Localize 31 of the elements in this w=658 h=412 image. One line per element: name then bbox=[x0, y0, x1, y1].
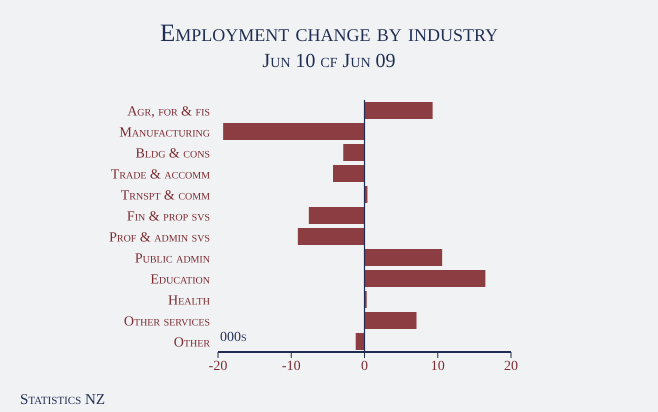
x-tick-label: -10 bbox=[282, 358, 301, 374]
x-tick-label: 0 bbox=[361, 358, 368, 374]
y-tick-label: Prof & admin svs bbox=[109, 230, 210, 246]
chart-title: Employment change by industry bbox=[158, 20, 500, 48]
bar bbox=[343, 144, 364, 161]
bar bbox=[356, 333, 364, 350]
y-tick-label: Other bbox=[174, 335, 210, 350]
bar bbox=[308, 207, 364, 224]
y-tick-label: Health bbox=[168, 293, 210, 308]
bar bbox=[364, 249, 442, 266]
bar bbox=[364, 312, 417, 329]
bar bbox=[333, 165, 364, 182]
y-tick-label: Public admin bbox=[134, 251, 210, 266]
y-tick-label: Other services bbox=[124, 314, 210, 330]
bar bbox=[364, 270, 486, 287]
y-tick-label: Manufacturing bbox=[119, 125, 210, 140]
y-tick-label: Trnspt & comm bbox=[120, 188, 210, 204]
chart-subtitle: Jun 10 cf Jun 09 bbox=[261, 50, 397, 73]
y-tick-label: Agr, for & fis bbox=[127, 104, 210, 120]
y-tick-label: Trade & accomm bbox=[110, 167, 210, 182]
annotation: 000s bbox=[220, 330, 247, 346]
y-tick-label: Education bbox=[150, 272, 210, 288]
bar bbox=[298, 228, 364, 245]
y-tick-label: Bldg & cons bbox=[136, 146, 210, 162]
x-tick-label: -20 bbox=[208, 358, 228, 374]
text: Statistics NZ bbox=[20, 392, 105, 409]
bar bbox=[223, 123, 364, 140]
x-tick-label: 10 bbox=[430, 358, 445, 374]
bar bbox=[364, 102, 433, 119]
x-tick-label: 20 bbox=[504, 358, 518, 374]
y-tick-label: Fin & prop svs bbox=[126, 209, 210, 224]
